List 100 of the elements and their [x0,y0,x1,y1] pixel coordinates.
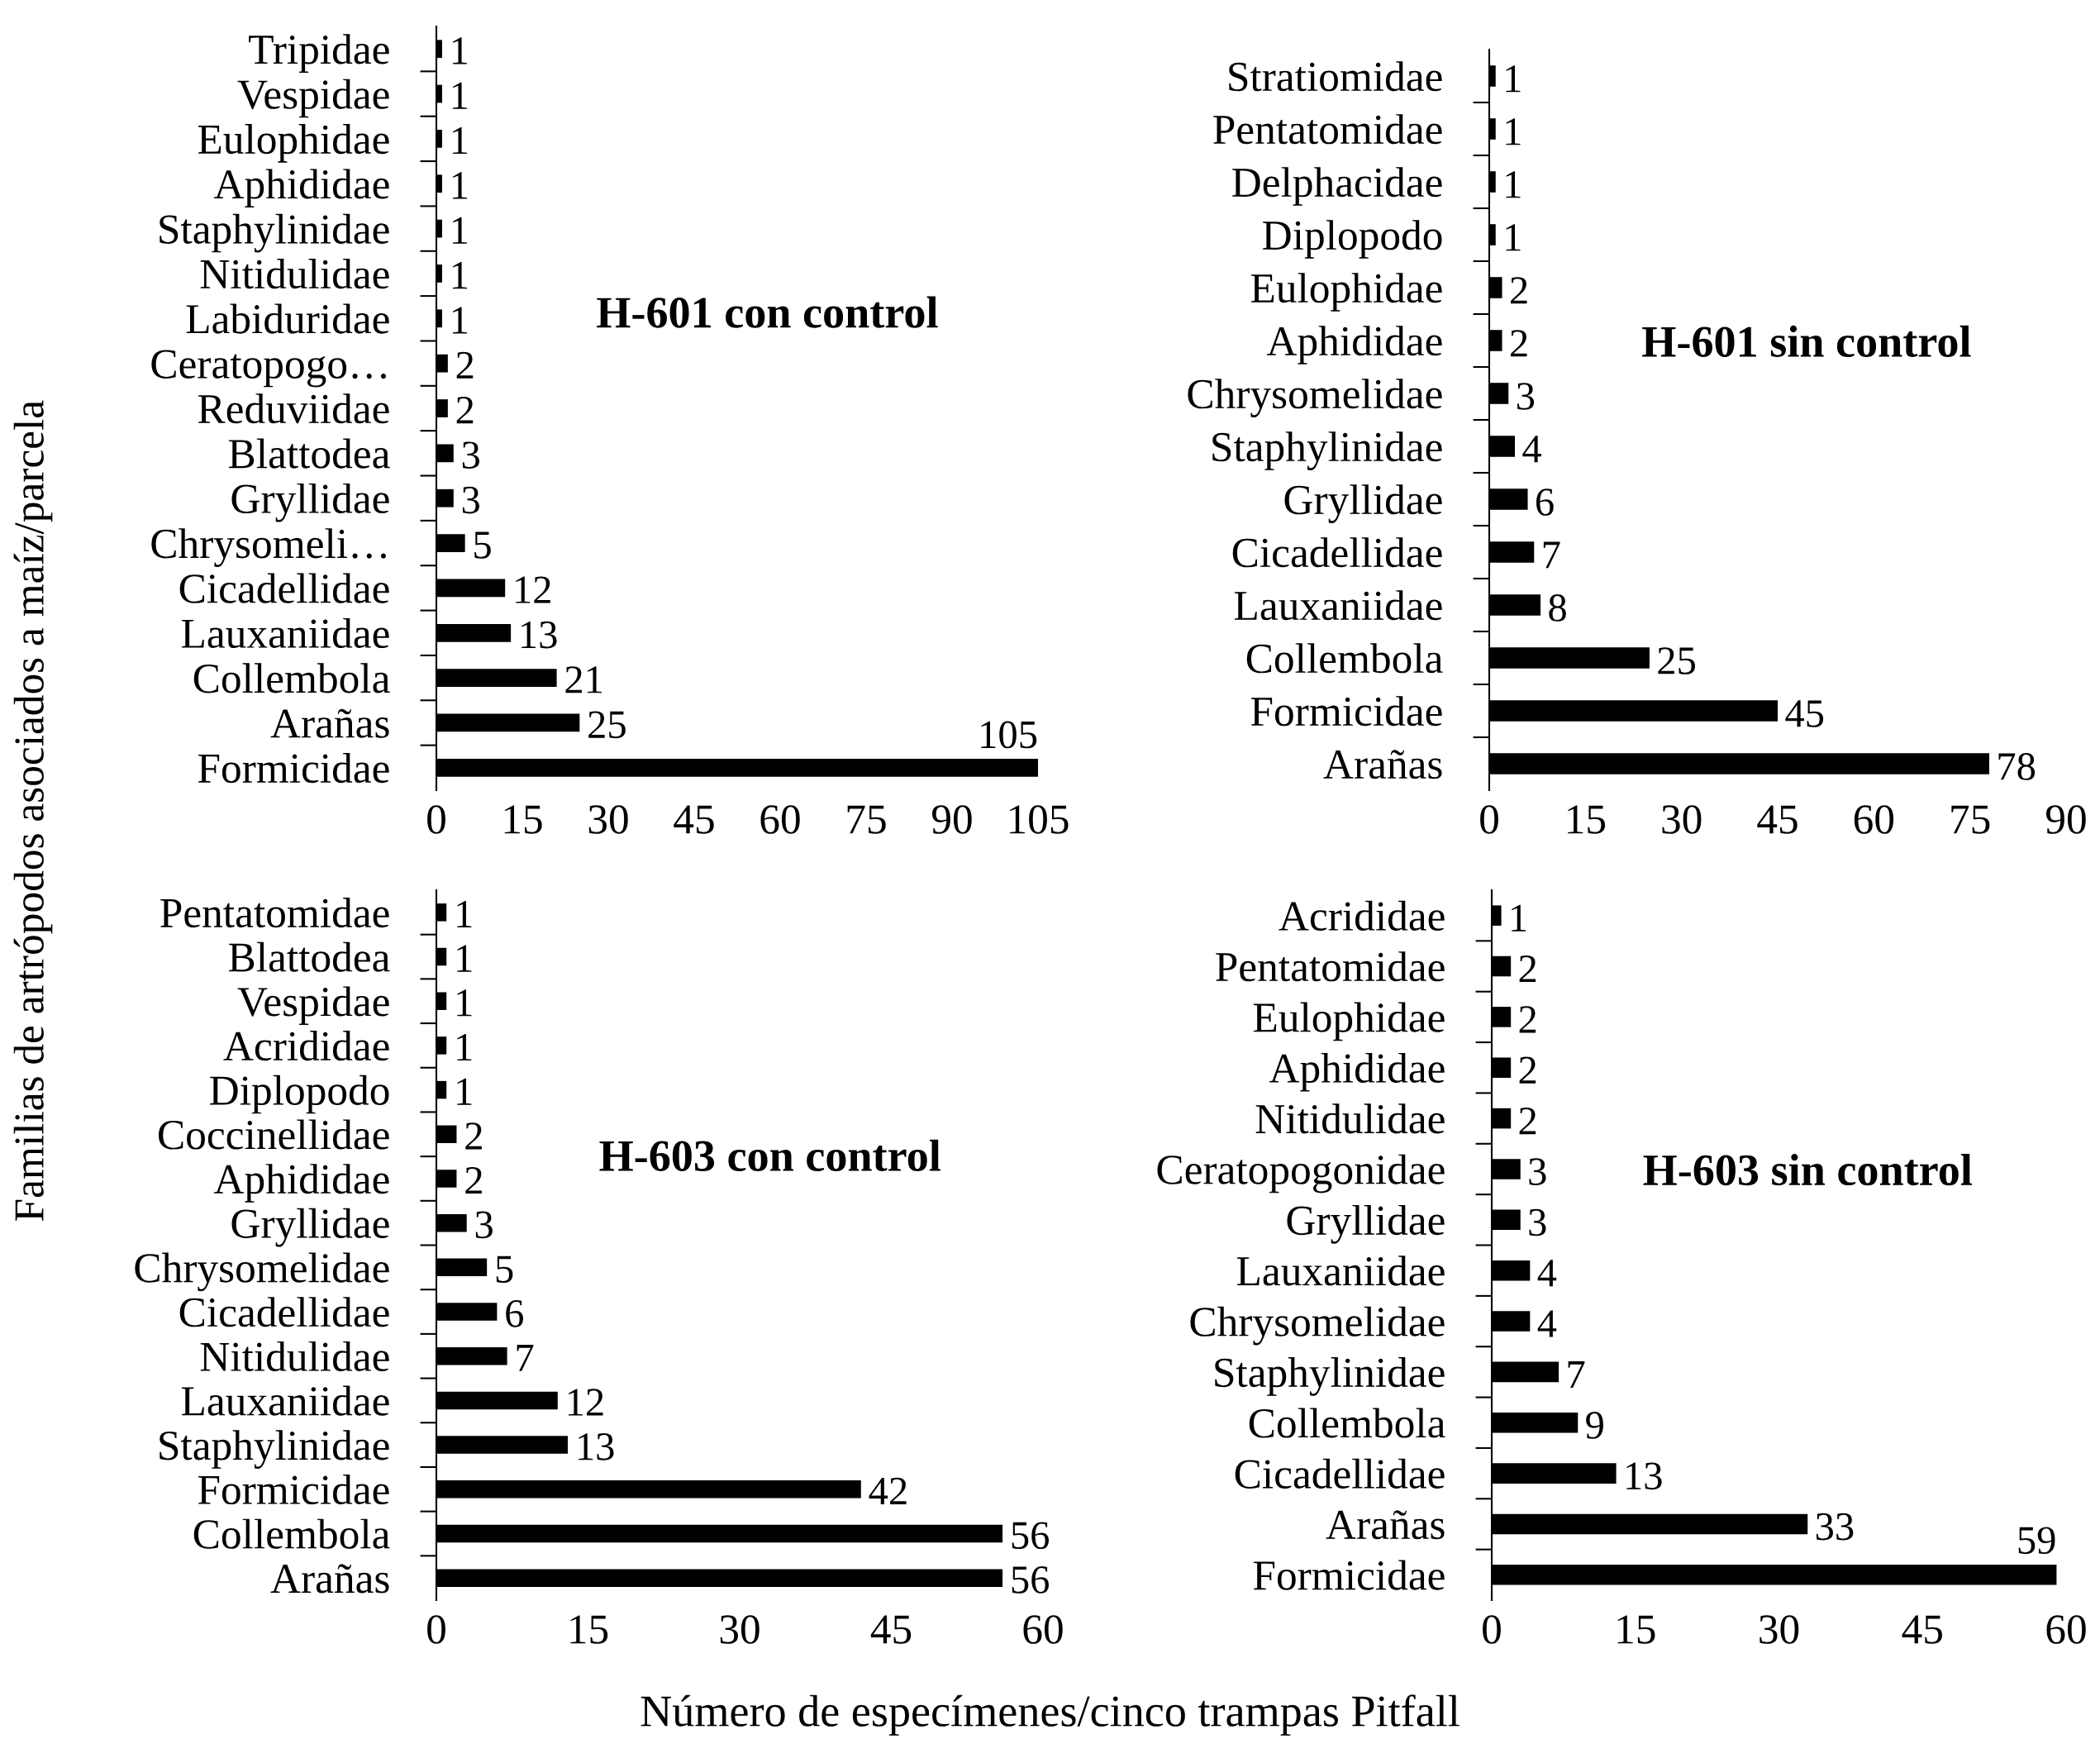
y-tick-label: Chrysomelidae [1190,1306,1445,1346]
x-tick-label: 60 [2046,1615,2086,1644]
data-label: 2 [1519,1006,1536,1033]
y-tick-label: Aphididae [1269,1052,1445,1092]
y-tick-label: Pentatomidae [1213,114,1442,145]
y-tick-label: Formicidae [1253,1560,1445,1590]
x-axis-title: Número de especímenes/cinco trampas Pitfall [640,1694,1460,1736]
data-label: 33 [1816,1513,1854,1541]
y-tick-label: Collembola [1246,643,1443,674]
y-tick-label: Arañas [270,708,389,738]
x-tick-label: 75 [847,805,886,834]
data-label: 1 [457,989,472,1017]
y-tick-label: Lauxaniidae [181,1385,389,1416]
y-tick-label: Formicidae [198,752,389,784]
x-tick-label: 90 [931,805,972,834]
data-label: 1 [457,945,472,972]
data-label: 2 [456,397,474,424]
y-tick-label: Tripidae [249,34,389,73]
data-label: 1 [452,172,468,199]
data-label: 1 [1506,171,1521,198]
data-label: 12 [516,576,550,603]
y-tick-label: Delphacidae [1232,167,1442,206]
y-tick-label: Staphylinidae [160,1430,389,1470]
data-label: 3 [475,1211,493,1239]
x-tick-label: 15 [504,805,542,834]
text: H-601 con control [597,296,938,328]
data-label: 3 [1517,383,1535,410]
y-tick-label: Gryllidae [1284,484,1442,523]
data-label: 1 [452,262,468,289]
y-tick-label: Staphylinidae [160,213,389,253]
x-tick-label: 60 [760,805,800,834]
x-tick-label: 15 [1617,1615,1655,1644]
x-tick-label: 0 [1480,805,1498,834]
y-tick-label: Arañas [270,1564,389,1594]
x-tick-label: 30 [1760,1615,1799,1644]
data-label: 1 [1506,224,1521,251]
y-axis-title: Familias de artrópodos asociados a maíz/parcela [13,400,53,1221]
data-label: 2 [1519,1056,1536,1084]
y-tick-label: Ceratopogonidae [1157,1154,1445,1194]
y-tick-label: Nitidulidae [200,259,389,289]
y-tick-label: Aphididae [213,169,389,208]
data-label: 3 [462,441,479,469]
data-label: 6 [1536,488,1554,516]
x-tick-label: 30 [588,805,628,834]
data-label: 25 [588,711,626,739]
y-tick-label: Chrysomelidae [135,1252,389,1292]
data-label: 2 [1519,955,1536,983]
data-label: 9 [1586,1412,1603,1439]
data-label: 1 [1512,904,1526,932]
y-tick-label: Pentatomidae [160,898,389,928]
data-label: 2 [456,351,474,379]
data-label: 7 [517,1345,534,1371]
y-tick-label: Gryllidae [231,483,389,522]
data-label: 5 [496,1256,513,1283]
y-tick-label: Gryllidae [1287,1204,1445,1244]
data-label: 8 [1549,594,1566,622]
x-tick-label: 45 [1757,805,1798,834]
data-label: 56 [1012,1522,1050,1550]
data-label: 2 [1519,1107,1536,1135]
y-tick-label: Lauxaniidae [1236,1256,1445,1286]
y-tick-label: Gryllidae [231,1208,389,1247]
y-tick-label: Aphididae [213,1164,389,1203]
y-tick-label: Eulophidae [1250,273,1442,312]
y-tick-label: Acrididae [223,1031,389,1061]
y-tick-label: Diplopodo [1263,220,1442,259]
y-tick-label: Blattodea [228,941,390,972]
data-label: 105 [981,721,1037,749]
data-label: 3 [1529,1208,1546,1237]
data-label: 2 [1511,277,1527,304]
data-label: 13 [1626,1462,1662,1490]
x-tick-label: 45 [674,805,714,834]
x-tick-label: 0 [427,805,445,834]
data-label: 21 [565,666,602,693]
x-tick-label: 30 [1662,805,1702,834]
data-label: 3 [462,486,479,514]
y-tick-label: Arañas [1326,1510,1445,1540]
y-tick-label: Collembola [193,663,390,693]
x-tick-label: 60 [1023,1615,1063,1644]
data-label: 1 [452,82,468,109]
y-tick-label: Collembola [1249,1408,1445,1438]
text: H-601 sin control [1642,325,1971,357]
x-tick-label: 45 [870,1615,912,1644]
y-tick-label: Pentatomidae [1216,951,1445,982]
data-label: 1 [452,217,468,244]
data-label: 1 [1506,118,1521,145]
y-tick-label: Nitidulidae [200,1341,389,1372]
data-label: 4 [1537,1310,1557,1337]
y-tick-label: Staphylinidae [1215,1357,1445,1396]
data-label: 7 [1543,541,1560,569]
y-tick-label: Arañas [1323,750,1442,779]
y-tick-label: Cicadellidae [1232,537,1442,568]
data-label: 2 [465,1122,482,1150]
y-tick-label: Stratiomidae [1229,61,1442,92]
data-label: 1 [452,127,468,155]
data-label: 59 [2018,1527,2055,1555]
x-tick-label: 105 [1009,805,1069,834]
x-tick-label: 60 [1854,805,1894,834]
text: H-603 con control [599,1139,940,1171]
x-tick-label: 0 [427,1615,445,1644]
data-label: 3 [1529,1158,1546,1185]
